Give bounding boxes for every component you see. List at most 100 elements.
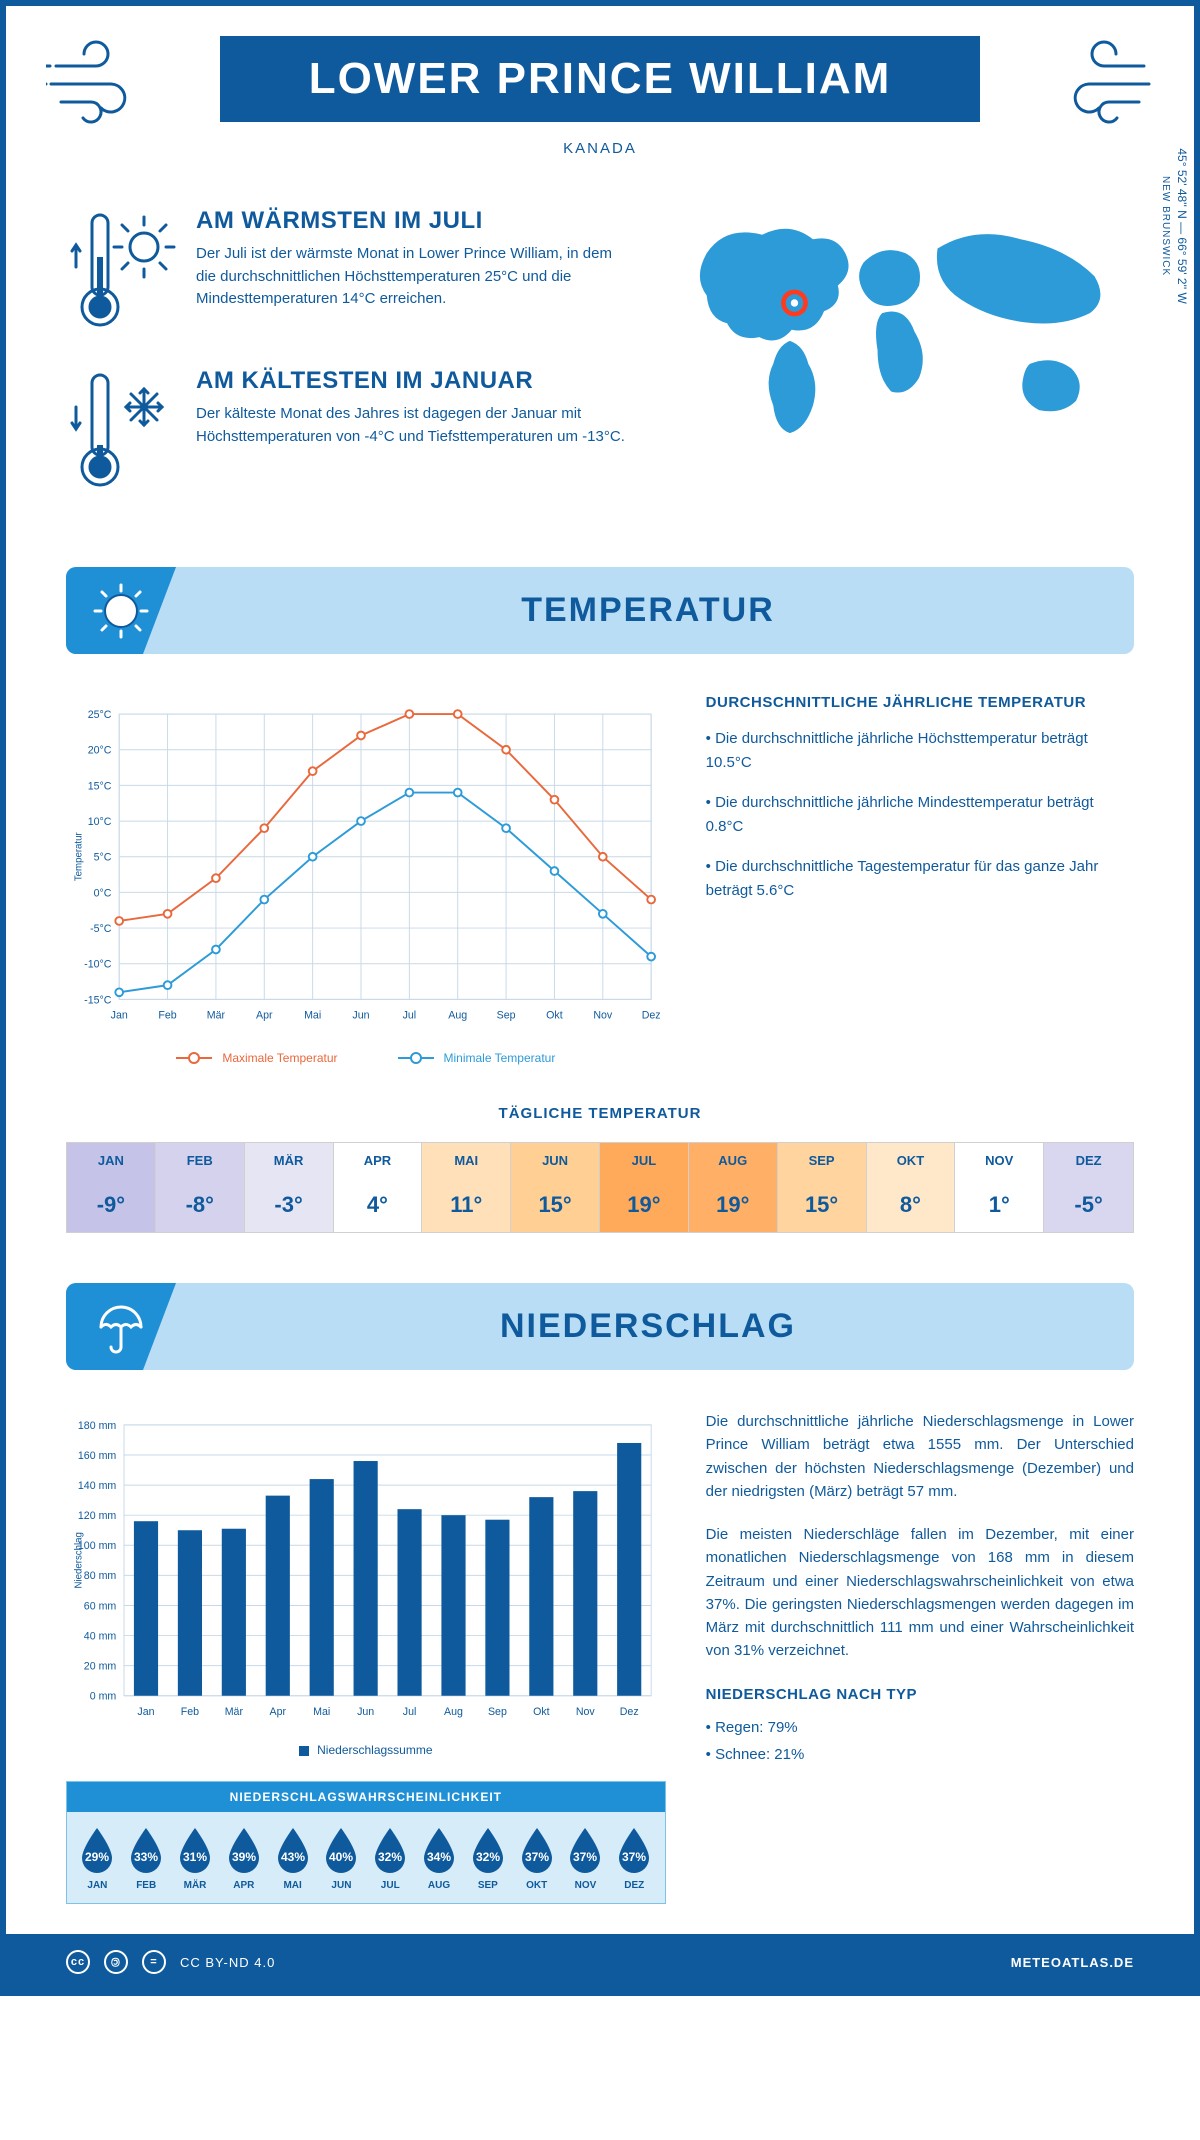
temp-cell: JUN15° — [511, 1143, 600, 1232]
svg-text:Nov: Nov — [576, 1706, 596, 1718]
region-label: NEW BRUNSWICK — [1160, 148, 1171, 303]
umbrella-icon — [91, 1297, 151, 1357]
temperature-notes: DURCHSCHNITTLICHE JÄHRLICHE TEMPERATUR •… — [706, 694, 1134, 1065]
temp-note: • Die durchschnittliche jährliche Mindes… — [706, 791, 1134, 839]
temp-cell-month: FEB — [156, 1143, 244, 1178]
precip-type-title: NIEDERSCHLAG NACH TYP — [706, 1683, 1134, 1706]
svg-text:60 mm: 60 mm — [84, 1600, 117, 1612]
wind-icon — [1044, 36, 1154, 126]
drop-month: JAN — [73, 1880, 122, 1891]
temp-cell-month: JUN — [511, 1143, 599, 1178]
svg-text:Jul: Jul — [403, 1706, 417, 1718]
svg-text:31%: 31% — [183, 1850, 207, 1864]
drop-month: APR — [219, 1880, 268, 1891]
svg-text:-5°C: -5°C — [90, 923, 112, 935]
warmest-title: AM WÄRMSTEN IM JULI — [196, 207, 627, 235]
coldest-text: Der kälteste Monat des Jahres ist dagege… — [196, 403, 627, 448]
svg-text:Jun: Jun — [357, 1706, 374, 1718]
svg-text:120 mm: 120 mm — [78, 1510, 117, 1522]
coords-value: 45° 52' 48'' N — 66° 59' 2'' W — [1175, 148, 1189, 303]
svg-text:Jul: Jul — [403, 1010, 417, 1022]
precipitation-section-header: NIEDERSCHLAG — [66, 1283, 1134, 1370]
temp-cell-value: 19° — [600, 1178, 688, 1232]
svg-text:Apr: Apr — [270, 1706, 287, 1718]
svg-text:Dez: Dez — [620, 1706, 639, 1718]
temp-cell-month: DEZ — [1044, 1143, 1133, 1178]
precip-text-2: Die meisten Niederschläge fallen im Deze… — [706, 1523, 1134, 1663]
footer: cc 🄯 = CC BY-ND 4.0 METEOATLAS.DE — [6, 1934, 1194, 1990]
bar-legend: Niederschlagssumme — [66, 1743, 666, 1757]
probability-drop: 37% DEZ — [610, 1824, 659, 1891]
warmest-text: Der Juli ist der wärmste Monat in Lower … — [196, 243, 627, 311]
license-text: CC BY-ND 4.0 — [180, 1955, 275, 1970]
svg-text:Sep: Sep — [488, 1706, 507, 1718]
thermometer-sun-icon — [66, 207, 176, 337]
svg-text:43%: 43% — [281, 1850, 305, 1864]
world-map — [667, 207, 1134, 447]
svg-text:Sep: Sep — [497, 1010, 516, 1022]
temp-cell-month: SEP — [778, 1143, 866, 1178]
svg-text:Feb: Feb — [158, 1010, 176, 1022]
svg-text:37%: 37% — [525, 1850, 549, 1864]
temp-cell-month: APR — [334, 1143, 422, 1178]
drop-month: SEP — [463, 1880, 512, 1891]
temp-cell-value: 11° — [422, 1178, 510, 1232]
probability-drop: 34% AUG — [415, 1824, 464, 1891]
svg-text:140 mm: 140 mm — [78, 1480, 117, 1492]
coordinates: 45° 52' 48'' N — 66° 59' 2'' W NEW BRUNS… — [1160, 148, 1189, 303]
precipitation-title: NIEDERSCHLAG — [500, 1307, 796, 1345]
svg-text:33%: 33% — [134, 1850, 158, 1864]
temp-cell-month: AUG — [689, 1143, 777, 1178]
drop-month: DEZ — [610, 1880, 659, 1891]
drop-month: JUN — [317, 1880, 366, 1891]
probability-drop: 37% OKT — [512, 1824, 561, 1891]
svg-text:5°C: 5°C — [94, 852, 112, 864]
temp-cell: NOV1° — [955, 1143, 1044, 1232]
svg-text:Jan: Jan — [137, 1706, 154, 1718]
temp-cell: AUG19° — [689, 1143, 778, 1232]
precipitation-text: Die durchschnittliche jährliche Niedersc… — [706, 1410, 1134, 1904]
temp-cell: JAN-9° — [67, 1143, 156, 1232]
svg-text:Apr: Apr — [256, 1010, 273, 1022]
svg-text:37%: 37% — [573, 1850, 597, 1864]
precipitation-chart: 0 mm20 mm40 mm60 mm80 mm100 mm120 mm140 … — [66, 1410, 666, 1730]
svg-text:20°C: 20°C — [88, 745, 112, 757]
probability-drop: 33% FEB — [122, 1824, 171, 1891]
probability-drop: 37% NOV — [561, 1824, 610, 1891]
chart-legend: Maximale Temperatur Minimale Temperatur — [66, 1051, 666, 1065]
temp-note: • Die durchschnittliche jährliche Höchst… — [706, 727, 1134, 775]
svg-text:34%: 34% — [427, 1850, 451, 1864]
svg-text:Mär: Mär — [207, 1010, 226, 1022]
svg-text:29%: 29% — [85, 1850, 109, 1864]
probability-drop: 29% JAN — [73, 1824, 122, 1891]
temperature-title: TEMPERATUR — [521, 591, 775, 629]
probability-drop: 32% JUL — [366, 1824, 415, 1891]
drop-month: JUL — [366, 1880, 415, 1891]
temp-note: • Die durchschnittliche Tagestemperatur … — [706, 855, 1134, 903]
temp-cell-month: JUL — [600, 1143, 688, 1178]
temp-cell-value: 4° — [334, 1178, 422, 1232]
svg-text:40 mm: 40 mm — [84, 1630, 117, 1642]
drop-month: MAI — [268, 1880, 317, 1891]
page-title: LOWER PRINCE WILLIAM — [220, 36, 980, 122]
temp-cell-value: -8° — [156, 1178, 244, 1232]
temp-cell-value: -9° — [67, 1178, 155, 1232]
precip-type: • Schnee: 21% — [706, 1743, 1134, 1766]
svg-text:160 mm: 160 mm — [78, 1450, 117, 1462]
temperature-chart: -15°C-10°C-5°C0°C5°C10°C15°C20°C25°CJanF… — [66, 694, 666, 1065]
svg-text:20 mm: 20 mm — [84, 1661, 117, 1673]
svg-text:Nov: Nov — [593, 1010, 613, 1022]
temp-cell: APR4° — [334, 1143, 423, 1232]
svg-text:180 mm: 180 mm — [78, 1420, 117, 1432]
svg-text:25°C: 25°C — [88, 709, 112, 721]
probability-drop: 31% MÄR — [171, 1824, 220, 1891]
daily-temperature: TÄGLICHE TEMPERATUR JAN-9°FEB-8°MÄR-3°AP… — [6, 1085, 1194, 1283]
drop-month: FEB — [122, 1880, 171, 1891]
svg-text:Feb: Feb — [181, 1706, 199, 1718]
temp-cell: OKT8° — [867, 1143, 956, 1232]
drop-month: MÄR — [171, 1880, 220, 1891]
temp-notes-title: DURCHSCHNITTLICHE JÄHRLICHE TEMPERATUR — [706, 694, 1134, 711]
prob-title: NIEDERSCHLAGSWAHRSCHEINLICHKEIT — [67, 1782, 665, 1812]
drop-month: OKT — [512, 1880, 561, 1891]
temp-cell-month: JAN — [67, 1143, 155, 1178]
